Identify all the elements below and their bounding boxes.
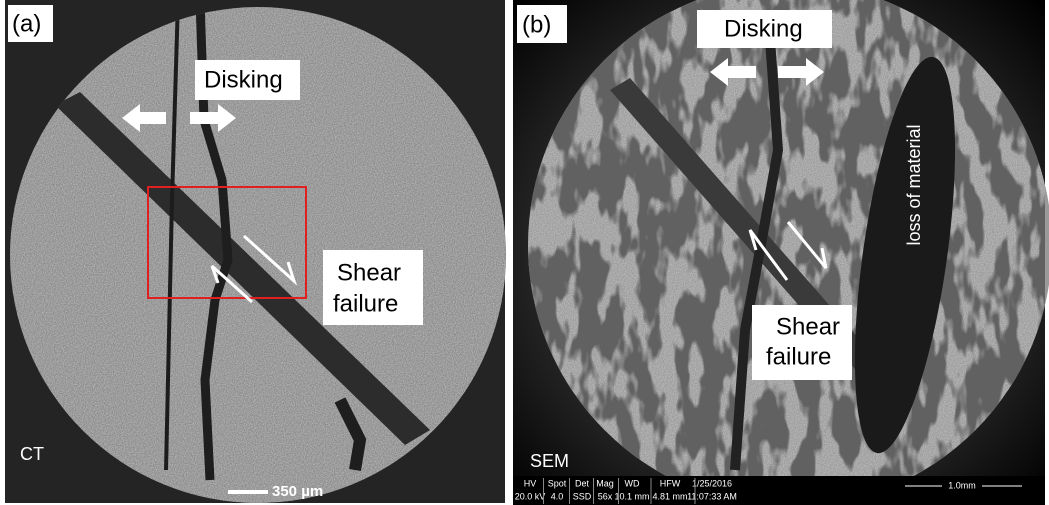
panel-a: (a) Disking Shear failure CT 350 µm: [5, 0, 506, 503]
panel-label: (a): [12, 10, 41, 37]
modality-label: SEM: [530, 451, 569, 471]
scale-label: 350 µm: [272, 483, 323, 500]
modality-label: CT: [20, 444, 44, 464]
info-header: HFW: [660, 478, 681, 488]
info-value: 4.0: [551, 491, 564, 501]
scale-label: 1.0mm: [948, 480, 976, 490]
info-header: Spot: [548, 478, 567, 488]
info-value: 20.0 kV: [515, 491, 546, 501]
info-header: WD: [625, 478, 640, 488]
disking-label: Disking: [724, 15, 803, 42]
figure: (a) Disking Shear failure CT 350 µm (b) …: [0, 0, 1049, 505]
shear-label: failure: [333, 290, 398, 317]
panel-b: (b) Disking loss of material Shear failu…: [513, 0, 1049, 505]
info-value: 56x: [598, 491, 613, 501]
info-header: Det: [575, 478, 590, 488]
info-value: 10.1 mm: [614, 491, 649, 501]
info-header: HV: [524, 478, 537, 488]
info-value: SSD: [573, 491, 592, 501]
loss-label: loss of material: [904, 124, 924, 245]
panel-label: (b): [522, 11, 551, 38]
info-header: 1/25/2016: [692, 478, 732, 488]
shear-label: Shear: [337, 259, 401, 286]
shear-label: Shear: [776, 313, 840, 340]
scale-bar: [228, 490, 268, 494]
info-header: Mag: [596, 478, 614, 488]
disking-label: Disking: [204, 66, 283, 93]
shear-label: failure: [766, 343, 831, 370]
info-value: 4.81 mm: [652, 491, 687, 501]
